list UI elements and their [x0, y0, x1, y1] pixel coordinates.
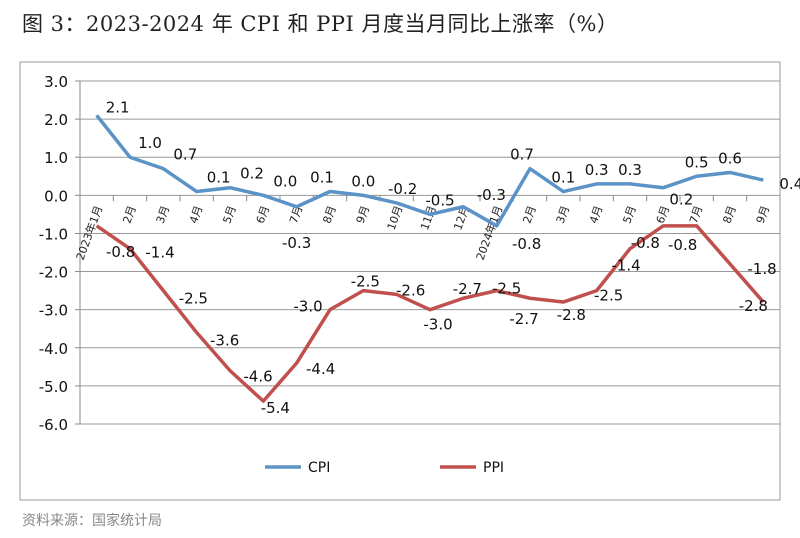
- cpi-data-label: -0.5: [425, 191, 454, 209]
- ppi-data-label: -3.0: [423, 316, 452, 334]
- x-tick-label: 5月: [620, 204, 638, 225]
- x-tick-label: 2月: [520, 204, 538, 225]
- ppi-data-label: -2.6: [396, 281, 425, 299]
- cpi-data-label: 0.7: [173, 146, 197, 164]
- ppi-data-label: -1.4: [611, 257, 640, 275]
- y-tick-label: 1.0: [44, 149, 68, 167]
- x-tick-label: 6月: [254, 204, 272, 225]
- cpi-data-label: 1.0: [138, 134, 162, 152]
- ppi-data-label: -2.8: [739, 297, 768, 315]
- ppi-data-label: -2.5: [179, 290, 208, 308]
- x-tick-label: 7月: [687, 204, 705, 225]
- legend-label-cpi: CPI: [308, 460, 330, 476]
- x-tick-label: 8月: [320, 204, 338, 225]
- ppi-data-label: -1.8: [747, 260, 776, 278]
- x-tick-label: 7月: [287, 204, 305, 225]
- x-tick-label: 4月: [587, 204, 605, 225]
- ppi-data-label: -2.5: [594, 287, 623, 305]
- y-tick-label: 0.0: [44, 187, 68, 205]
- cpi-data-label: 0.7: [510, 146, 534, 164]
- cpi-data-label: -0.8: [512, 235, 541, 253]
- y-tick-label: -4.0: [39, 340, 68, 358]
- y-tick-label: 2.0: [44, 111, 68, 129]
- cpi-data-label: 0.4: [779, 175, 800, 193]
- cpi-data-label: 2.1: [106, 98, 130, 116]
- ppi-data-label: -2.7: [509, 310, 538, 328]
- x-tick-label: 4月: [187, 204, 205, 225]
- x-tick-label: 6月: [654, 204, 672, 225]
- ppi-data-label: -3.0: [293, 298, 322, 316]
- x-tick-label: 5月: [220, 204, 238, 225]
- ppi-data-label: -4.4: [306, 360, 335, 378]
- x-tick-label: 2月: [120, 204, 138, 225]
- y-tick-label: -3.0: [39, 302, 68, 320]
- ppi-data-label: -2.5: [492, 280, 521, 298]
- cpi-data-label: -0.3: [477, 186, 506, 204]
- ppi-data-label: -0.8: [106, 243, 135, 261]
- y-tick-label: -1.0: [39, 225, 68, 243]
- ppi-data-label: -3.6: [210, 332, 239, 350]
- ppi-data-label: -4.6: [243, 368, 272, 386]
- ppi-data-label: -2.8: [557, 306, 586, 324]
- x-tick-label: 2023年1月: [73, 204, 106, 262]
- ppi-data-label: -5.4: [261, 399, 290, 417]
- ppi-line: [95, 224, 765, 403]
- x-tick-label: 8月: [720, 204, 738, 225]
- cpi-data-label: 0.5: [685, 153, 709, 171]
- chart-frame: [19, 61, 781, 501]
- y-tick-label: -2.0: [39, 264, 68, 282]
- cpi-data-label: 0.3: [585, 161, 609, 179]
- y-tick-label: -5.0: [39, 378, 68, 396]
- x-tick-label: 3月: [154, 204, 172, 225]
- cpi-data-label: 0.0: [351, 172, 375, 190]
- cpi-data-label: 0.0: [273, 172, 297, 190]
- source-note: 资料来源：国家统计局: [22, 513, 162, 529]
- x-tick-label: 3月: [554, 204, 572, 225]
- cpi-data-label: 0.3: [618, 161, 642, 179]
- cpi-data-label: 0.2: [669, 191, 693, 209]
- ppi-data-label: -0.8: [668, 236, 697, 254]
- chart-title: 图 3：2023-2024 年 CPI 和 PPI 月度当月同比上涨率（%）: [22, 12, 619, 36]
- ppi-data-label: -1.4: [145, 244, 174, 262]
- y-tick-label: 3.0: [44, 73, 68, 91]
- cpi-data-label: 0.1: [551, 169, 575, 187]
- x-tick-label: 2024年1月: [473, 204, 506, 262]
- ppi-data-label: -0.8: [631, 234, 660, 252]
- cpi-data-label: 0.1: [310, 169, 334, 187]
- cpi-data-label: -0.3: [282, 234, 311, 252]
- x-tick-label: 10月: [385, 204, 406, 232]
- cpi-data-label: 0.2: [240, 165, 264, 183]
- cpi-data-label: 0.1: [207, 169, 231, 187]
- cpi-data-label: 0.6: [718, 149, 742, 167]
- cpi-data-label: -0.2: [388, 180, 417, 198]
- ppi-data-label: -2.5: [351, 273, 380, 291]
- x-tick-label: 9月: [354, 204, 372, 225]
- legend-label-ppi: PPI: [483, 460, 504, 476]
- ppi-data-label: -2.7: [453, 280, 482, 298]
- y-tick-label: -6.0: [39, 416, 68, 434]
- x-tick-label: 9月: [754, 204, 772, 225]
